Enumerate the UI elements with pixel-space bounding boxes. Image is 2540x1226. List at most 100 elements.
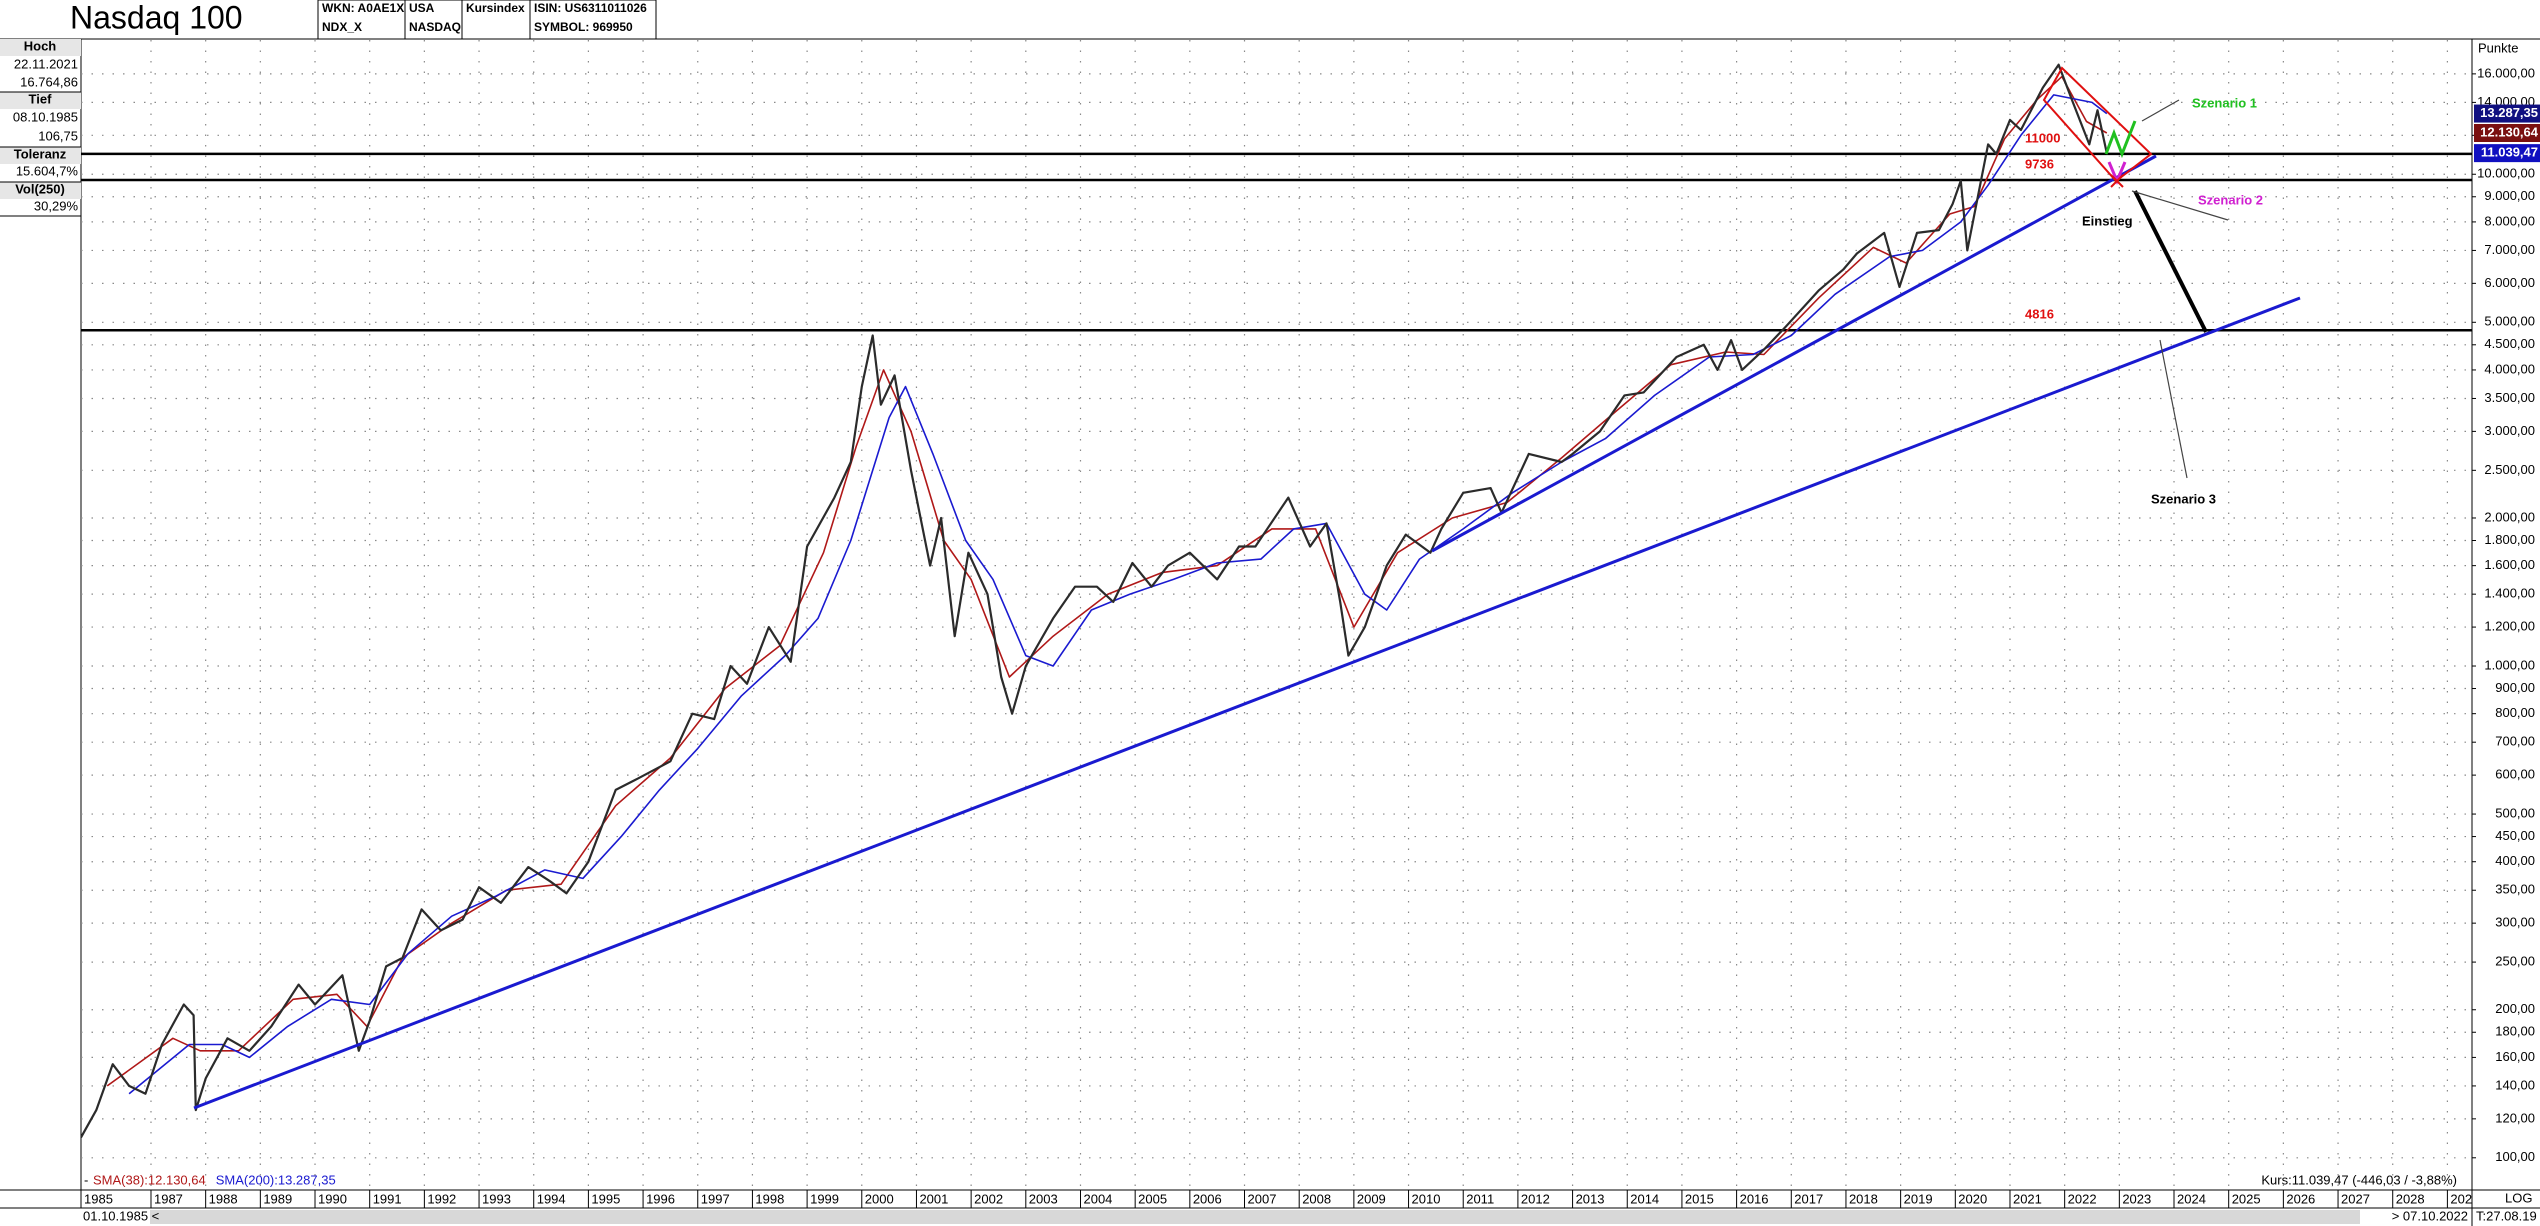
plot-area: 11000 9736 4816: [81, 40, 2472, 1190]
y-tick-label: 900,00: [2495, 680, 2535, 695]
y-tick-label: 180,00: [2495, 1024, 2535, 1039]
y-tick-label: 160,00: [2495, 1049, 2535, 1064]
stamp: T:27.08.19: [2476, 1208, 2537, 1223]
y-tick-label: 1.200,00: [2484, 619, 2535, 634]
isin: ISIN: US6311011026: [534, 1, 647, 15]
unit-label: Punkte: [2478, 40, 2518, 55]
y-tick-label: 250,00: [2495, 954, 2535, 969]
legend-entry: SMA(200):13.287,35: [216, 1172, 336, 1187]
code: NDX_X: [322, 20, 362, 34]
y-tick-label: 3.500,00: [2484, 390, 2535, 405]
stat-value: 08.10.1985: [13, 109, 78, 124]
y-tick-label: 450,00: [2495, 828, 2535, 843]
price-marker: [2474, 104, 2540, 123]
x-tick-label: 2027: [2341, 1191, 2370, 1206]
scenario-channel: [2042, 66, 2153, 183]
y-tick-label: 140,00: [2495, 1077, 2535, 1092]
y-tick-label: 5.000,00: [2484, 314, 2535, 329]
x-tick-label: 1991: [373, 1191, 402, 1206]
y-tick-label: 100,00: [2495, 1149, 2535, 1164]
country: USA: [409, 1, 435, 15]
x-tick-label: 1988: [209, 1191, 238, 1206]
x-tick-label: 2007: [1248, 1191, 1277, 1206]
x-tick-label: 1999: [810, 1191, 839, 1206]
scenario-label: Szenario 2: [2198, 192, 2263, 207]
y-tick-label: 16.000,00: [2477, 65, 2535, 80]
x-tick-label: 2013: [1576, 1191, 1605, 1206]
level-label: 4816: [2025, 307, 2054, 322]
x-tick-label: 2000: [865, 1191, 894, 1206]
scrollbar[interactable]: [150, 1210, 2360, 1224]
sma-line: [128, 94, 2108, 1095]
x-axis: 1985 1987 1988 1989 1990 1991 1992 1993 1994 1995…: [84, 1190, 2472, 1208]
stat-head: [0, 39, 81, 56]
x-tick-label: 2026: [2286, 1191, 2315, 1206]
x-tick-label: 2005: [1138, 1191, 1167, 1206]
x-tick-label: 1992: [427, 1191, 456, 1206]
stat-label: Vol(250): [15, 181, 65, 196]
level-label: 9736: [2025, 156, 2054, 171]
legend-dash: -: [84, 1172, 88, 1187]
scenario2-path: [2107, 161, 2127, 185]
x-tick-label: 2020: [1958, 1191, 1987, 1206]
x-tick-label: 1990: [318, 1191, 347, 1206]
legend-entry: SMA(38):12.130,64: [93, 1172, 206, 1187]
y-tick-label: 1.600,00: [2484, 557, 2535, 572]
entry-label: Einstieg: [2082, 213, 2133, 228]
price-marker-label: 11.039,47: [2481, 145, 2538, 160]
x-tick-label: 1996: [646, 1191, 675, 1206]
x-tick-label: 2004: [1083, 1191, 1112, 1206]
stat-label: Hoch: [24, 38, 57, 53]
x-tick-label: 1998: [755, 1191, 784, 1206]
stat-value: 22.11.2021: [14, 56, 78, 71]
wkn: WKN: A0AE1X: [322, 1, 404, 15]
x-tick-label: 1995: [591, 1191, 620, 1206]
info-box: [317, 0, 657, 40]
y-tick-label: 400,00: [2495, 853, 2535, 868]
y-tick-label: 8.000,00: [2484, 213, 2535, 228]
x-tick-label: 1993: [482, 1191, 511, 1206]
x-tick-label: 2021: [2013, 1191, 2042, 1206]
x-tick-label: 2015: [1685, 1191, 1714, 1206]
scale-label: LOG: [2505, 1190, 2532, 1205]
scenario-label: Szenario 3: [2151, 491, 2216, 506]
x-tick-label: 2012: [1521, 1191, 1550, 1206]
y-tick-label: 600,00: [2495, 767, 2535, 782]
y-tick-label: 6.000,00: [2484, 275, 2535, 290]
x-tick-label: 2009: [1357, 1191, 1386, 1206]
x-tick-label: 2023: [2122, 1191, 2151, 1206]
x-tick-label: 2003: [1029, 1191, 1058, 1206]
y-tick-label: 500,00: [2495, 805, 2535, 820]
pointer: [2159, 339, 2188, 479]
price-marker: [2474, 144, 2540, 163]
stat-value: 106,75: [38, 128, 78, 143]
kind: Kursindex: [466, 1, 525, 15]
y-tick-label: 9.000,00: [2484, 188, 2535, 203]
x-tick-label: 2001: [919, 1191, 948, 1206]
y-tick-label: 2.500,00: [2484, 462, 2535, 477]
y-tick-label: 700,00: [2495, 734, 2535, 749]
x-tick-label: 2006: [1193, 1191, 1222, 1206]
quote: Kurs:11.039,47 (-446,03 / -3,88%): [2261, 1172, 2457, 1187]
y-tick-label: 2.000,00: [2484, 509, 2535, 524]
x-tick-label: 1987: [154, 1191, 183, 1206]
y-tick-label: 10.000,00: [2477, 166, 2535, 181]
x-tick-label: 2024: [2177, 1191, 2206, 1206]
stat-label: Tief: [29, 91, 53, 106]
drawings: Szenario 1 Szenario 2 Einstieg Szenario …: [193, 66, 2301, 1110]
x-tick-label: 1997: [701, 1191, 730, 1206]
stat-head: [0, 92, 81, 109]
scenario1-path: [2104, 120, 2137, 159]
y-tick-label: 4.500,00: [2484, 336, 2535, 351]
pointer: [2131, 190, 2229, 221]
price-marker-label: 12.130,64: [2480, 124, 2539, 139]
symbol: SYMBOL: 969950: [534, 20, 633, 34]
x-tick-label: 1989: [263, 1191, 292, 1206]
header-bar: [0, 0, 2540, 39]
x-tick-label: 2028: [2396, 1191, 2425, 1206]
x-tick-label: 2019: [1904, 1191, 1933, 1206]
stat-head: [0, 182, 81, 199]
x-tick-label: 2008: [1302, 1191, 1331, 1206]
y-tick-label: 350,00: [2495, 882, 2535, 897]
